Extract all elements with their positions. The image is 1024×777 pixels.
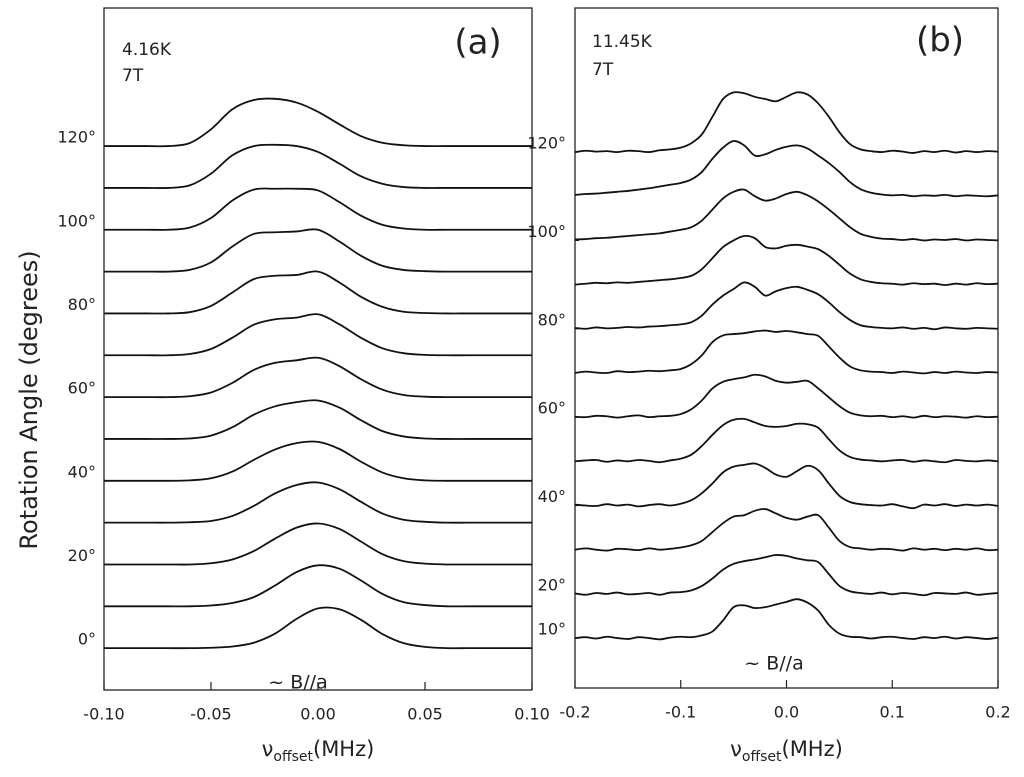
y-tick-label: 100°: [57, 211, 96, 230]
x-tick-label: 0.0: [774, 703, 799, 722]
field-label: ~ B//a: [744, 653, 803, 675]
annotation: 7T: [592, 60, 614, 80]
trace: [574, 140, 999, 198]
trace: [104, 187, 532, 231]
x-tick-label: 0.00: [300, 705, 336, 724]
trace: [574, 281, 999, 331]
x-tick-label: -0.2: [559, 703, 590, 722]
trace: [104, 606, 532, 650]
trace: [104, 356, 532, 399]
y-tick-label: 0°: [78, 630, 96, 649]
y-tick-label: 80°: [538, 310, 566, 329]
x-label-text: (MHz): [782, 737, 843, 761]
trace: [574, 188, 999, 242]
x-label-subscript: offset: [273, 749, 313, 765]
trace: [103, 522, 532, 566]
panel-label: (b): [916, 21, 964, 61]
trace: [574, 508, 999, 552]
x-tick-label: 0.10: [514, 705, 550, 724]
trace: [104, 228, 532, 273]
trace: [104, 270, 532, 315]
y-tick-label: 100°: [527, 222, 566, 241]
trace: [104, 313, 532, 357]
trace: [104, 97, 532, 148]
x-tick-label: -0.05: [190, 705, 231, 724]
annotation: 4.16K: [122, 40, 172, 60]
field-label: ~ B//a: [268, 672, 327, 694]
x-label-text: (MHz): [313, 737, 374, 761]
trace: [574, 373, 999, 419]
trace: [574, 329, 999, 375]
trace: [574, 91, 999, 154]
x-label-symbol: ν: [730, 737, 742, 761]
y-tick-label: 20°: [68, 546, 96, 565]
y-axis-label: Rotation Angle (degrees): [15, 250, 43, 549]
trace: [104, 143, 532, 189]
trace: [104, 399, 532, 440]
trace: [574, 417, 999, 464]
y-tick-label: 20°: [538, 575, 566, 594]
x-tick-label: 0.1: [880, 703, 905, 722]
trace: [103, 481, 532, 524]
y-tick-label: 60°: [538, 399, 566, 418]
y-tick-label: 120°: [57, 128, 96, 147]
panel-label: (a): [454, 23, 501, 63]
y-tick-label: 120°: [527, 134, 566, 153]
x-axis-label: νoffset(MHz): [730, 737, 843, 765]
plot-frame: [103, 7, 533, 691]
x-label-subscript: offset: [742, 749, 782, 765]
y-tick-label: 10°: [538, 620, 566, 639]
trace: [104, 564, 532, 608]
x-tick-label: -0.10: [83, 705, 124, 724]
y-tick-label: 60°: [68, 379, 96, 398]
plot-frame: [574, 7, 999, 689]
annotation: 11.45K: [592, 32, 653, 52]
y-tick-label: 40°: [68, 462, 96, 481]
y-tick-label: 40°: [538, 487, 566, 506]
trace: [104, 440, 532, 482]
trace: [574, 554, 999, 597]
x-tick-label: 0.05: [407, 705, 443, 724]
annotation: 7T: [122, 66, 144, 86]
trace: [574, 235, 999, 286]
x-label-symbol: ν: [262, 737, 274, 761]
x-tick-label: 0.2: [985, 703, 1010, 722]
trace: [574, 462, 999, 510]
x-axis-label: νoffset(MHz): [262, 737, 375, 765]
trace: [574, 598, 999, 641]
y-tick-label: 80°: [68, 295, 96, 314]
x-tick-label: -0.1: [665, 703, 696, 722]
